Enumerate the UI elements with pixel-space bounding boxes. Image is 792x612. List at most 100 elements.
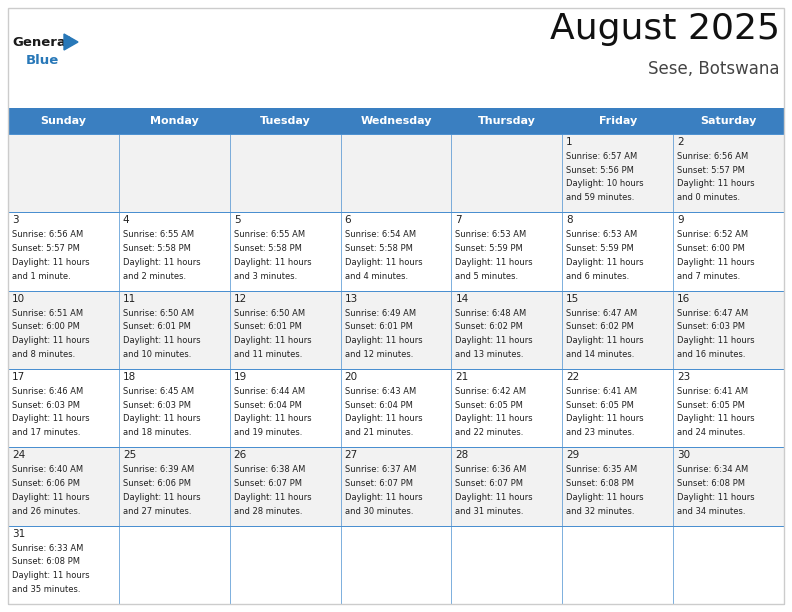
Bar xyxy=(451,212,562,291)
Text: 14: 14 xyxy=(455,294,469,304)
Text: 2: 2 xyxy=(677,137,683,147)
Text: Sunset: 5:58 PM: Sunset: 5:58 PM xyxy=(123,244,191,253)
Text: Daylight: 11 hours: Daylight: 11 hours xyxy=(12,571,89,580)
Text: August 2025: August 2025 xyxy=(550,12,780,46)
Text: Sunset: 6:04 PM: Sunset: 6:04 PM xyxy=(234,401,302,410)
Bar xyxy=(8,369,119,447)
Bar xyxy=(230,526,341,604)
Text: and 11 minutes.: and 11 minutes. xyxy=(234,350,302,359)
Text: 25: 25 xyxy=(123,450,136,460)
Text: Sunset: 6:06 PM: Sunset: 6:06 PM xyxy=(123,479,191,488)
Bar xyxy=(119,369,230,447)
Bar xyxy=(119,447,230,526)
Text: Sunset: 6:01 PM: Sunset: 6:01 PM xyxy=(234,323,302,332)
Text: Sunrise: 6:43 AM: Sunrise: 6:43 AM xyxy=(345,387,416,396)
Text: Sunrise: 6:53 AM: Sunrise: 6:53 AM xyxy=(566,230,638,239)
Text: Sunset: 6:06 PM: Sunset: 6:06 PM xyxy=(12,479,80,488)
Text: Sunset: 6:02 PM: Sunset: 6:02 PM xyxy=(455,323,524,332)
Text: Daylight: 11 hours: Daylight: 11 hours xyxy=(123,493,200,502)
Text: Sunday: Sunday xyxy=(40,116,86,126)
Text: Daylight: 11 hours: Daylight: 11 hours xyxy=(12,493,89,502)
Text: and 27 minutes.: and 27 minutes. xyxy=(123,507,192,515)
Text: Daylight: 11 hours: Daylight: 11 hours xyxy=(455,414,533,424)
Text: Daylight: 11 hours: Daylight: 11 hours xyxy=(234,336,311,345)
Text: Sunrise: 6:54 AM: Sunrise: 6:54 AM xyxy=(345,230,416,239)
Polygon shape xyxy=(64,34,78,50)
Text: 24: 24 xyxy=(12,450,25,460)
Bar xyxy=(562,369,673,447)
Text: and 59 minutes.: and 59 minutes. xyxy=(566,193,634,202)
Text: Daylight: 11 hours: Daylight: 11 hours xyxy=(677,258,755,267)
Bar xyxy=(562,108,673,134)
Text: Sunrise: 6:50 AM: Sunrise: 6:50 AM xyxy=(123,308,194,318)
Bar xyxy=(341,447,451,526)
Text: Sunset: 6:01 PM: Sunset: 6:01 PM xyxy=(345,323,413,332)
Bar xyxy=(562,291,673,369)
Bar xyxy=(341,369,451,447)
Text: Sunset: 5:57 PM: Sunset: 5:57 PM xyxy=(12,244,80,253)
Bar xyxy=(119,108,230,134)
Text: Saturday: Saturday xyxy=(700,116,757,126)
Text: Sunrise: 6:53 AM: Sunrise: 6:53 AM xyxy=(455,230,527,239)
Text: Sunset: 5:57 PM: Sunset: 5:57 PM xyxy=(677,166,745,175)
Text: and 1 minute.: and 1 minute. xyxy=(12,272,70,280)
Text: 7: 7 xyxy=(455,215,462,225)
Text: Daylight: 11 hours: Daylight: 11 hours xyxy=(345,493,422,502)
Text: and 28 minutes.: and 28 minutes. xyxy=(234,507,303,515)
Text: and 34 minutes.: and 34 minutes. xyxy=(677,507,745,515)
Text: Sunset: 6:07 PM: Sunset: 6:07 PM xyxy=(345,479,413,488)
Bar xyxy=(230,447,341,526)
Text: 18: 18 xyxy=(123,372,136,382)
Bar xyxy=(341,212,451,291)
Bar xyxy=(673,134,784,212)
Text: Sunset: 6:08 PM: Sunset: 6:08 PM xyxy=(677,479,745,488)
Text: 23: 23 xyxy=(677,372,691,382)
Text: 3: 3 xyxy=(12,215,19,225)
Text: and 32 minutes.: and 32 minutes. xyxy=(566,507,634,515)
Bar xyxy=(8,291,119,369)
Text: Sunrise: 6:38 AM: Sunrise: 6:38 AM xyxy=(234,465,305,474)
Text: Daylight: 11 hours: Daylight: 11 hours xyxy=(677,336,755,345)
Text: 26: 26 xyxy=(234,450,247,460)
Bar xyxy=(8,108,119,134)
Text: and 3 minutes.: and 3 minutes. xyxy=(234,272,297,280)
Bar xyxy=(119,212,230,291)
Text: Sunset: 6:07 PM: Sunset: 6:07 PM xyxy=(455,479,524,488)
Text: and 35 minutes.: and 35 minutes. xyxy=(12,585,81,594)
Text: and 7 minutes.: and 7 minutes. xyxy=(677,272,741,280)
Text: 30: 30 xyxy=(677,450,691,460)
Bar xyxy=(451,369,562,447)
Text: Blue: Blue xyxy=(26,54,59,67)
Text: and 19 minutes.: and 19 minutes. xyxy=(234,428,302,437)
Text: Friday: Friday xyxy=(599,116,637,126)
Bar xyxy=(119,291,230,369)
Text: 6: 6 xyxy=(345,215,351,225)
Text: and 14 minutes.: and 14 minutes. xyxy=(566,350,634,359)
Bar xyxy=(673,291,784,369)
Text: Daylight: 11 hours: Daylight: 11 hours xyxy=(345,414,422,424)
Text: 22: 22 xyxy=(566,372,580,382)
Text: Sunrise: 6:50 AM: Sunrise: 6:50 AM xyxy=(234,308,305,318)
Bar xyxy=(451,447,562,526)
Text: and 31 minutes.: and 31 minutes. xyxy=(455,507,524,515)
Text: Wednesday: Wednesday xyxy=(360,116,432,126)
Text: and 16 minutes.: and 16 minutes. xyxy=(677,350,745,359)
Text: 1: 1 xyxy=(566,137,573,147)
Text: and 0 minutes.: and 0 minutes. xyxy=(677,193,741,202)
Text: and 10 minutes.: and 10 minutes. xyxy=(123,350,191,359)
Text: 5: 5 xyxy=(234,215,240,225)
Text: Sunrise: 6:52 AM: Sunrise: 6:52 AM xyxy=(677,230,748,239)
Bar xyxy=(451,108,562,134)
Text: Thursday: Thursday xyxy=(478,116,536,126)
Text: Sunset: 6:04 PM: Sunset: 6:04 PM xyxy=(345,401,413,410)
Text: 13: 13 xyxy=(345,294,358,304)
Text: Sunrise: 6:57 AM: Sunrise: 6:57 AM xyxy=(566,152,638,161)
Text: 15: 15 xyxy=(566,294,580,304)
Text: Daylight: 11 hours: Daylight: 11 hours xyxy=(123,414,200,424)
Bar xyxy=(341,526,451,604)
Text: Daylight: 11 hours: Daylight: 11 hours xyxy=(566,258,644,267)
Text: Daylight: 11 hours: Daylight: 11 hours xyxy=(234,414,311,424)
Text: Sunrise: 6:47 AM: Sunrise: 6:47 AM xyxy=(677,308,748,318)
Text: 10: 10 xyxy=(12,294,25,304)
Text: 20: 20 xyxy=(345,372,358,382)
